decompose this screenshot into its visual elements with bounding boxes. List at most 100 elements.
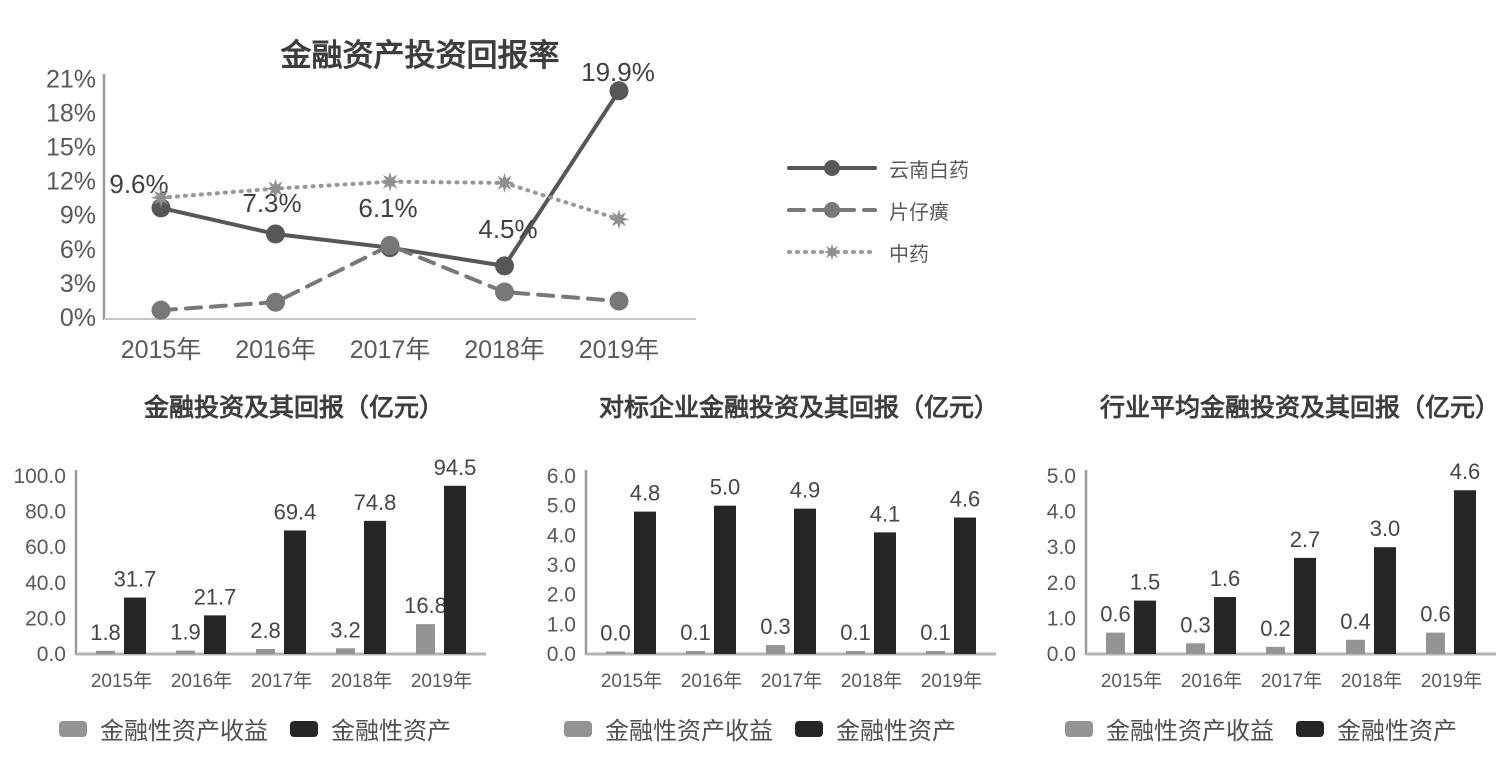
legend-item-金融性资产收益: 金融性资产收益 [59, 711, 268, 746]
bar-chart-industry-average-plot: 0.0 1.0 2.0 3.0 4.0 5.0 0.6 0.3 0.2 0.4 0.6 1.5 1.6 2… [1047, 459, 1496, 692]
bar-value-label: 0.6 [1420, 602, 1451, 627]
bar-chart-benchmark-plot: 0.0 1.0 2.0 3.0 4.0 5.0 6.0 0.0 0.1 0.3 0.1 0.1 4.8 5… [547, 465, 996, 692]
bar-asset-2019年 [444, 485, 466, 654]
bar-return-2018年 [336, 648, 355, 654]
bar-asset-2017年 [284, 530, 306, 654]
bar-y-tick: 80.0 [25, 501, 66, 524]
line-chart-plot: 0% 3% 6% 9% 12% 15% 18% 21% 2015年 2016年 2017年 2018年… [46, 57, 696, 364]
bar-y-tick: 1.0 [547, 613, 576, 636]
bar-chart-company-title: 金融投资及其回报（亿元） [143, 394, 444, 422]
bar-return-2017年 [256, 649, 275, 654]
legend-label: 金融性资产收益 [100, 718, 268, 745]
bar-y-tick: 1.0 [1047, 607, 1076, 630]
legend-marker [824, 160, 840, 176]
legend-item-金融性资产: 金融性资产 [1296, 711, 1457, 746]
bar-chart-benchmark: 对标企业金融投资及其回报（亿元） 0.0 1.0 2.0 3.0 4.0 5.0 6.0 0.… [510, 385, 1010, 763]
bar-return-2018年 [1346, 639, 1365, 654]
bar-chart-company: 金融投资及其回报（亿元） 0.0 20.0 40.0 60.0 80.0 100.0 1.8… [0, 385, 510, 763]
bar-return-2015年 [606, 651, 625, 654]
bar-chart-industry-average-legend: 金融性资产收益 金融性资产 [1010, 711, 1512, 746]
line-series-0-marker [266, 224, 285, 244]
bar-x-tick: 2016年 [171, 670, 232, 692]
line-series-2-marker [380, 171, 400, 192]
bar-x-tick: 2017年 [1261, 670, 1322, 692]
bar-chart-benchmark-legend: 金融性资产收益 金融性资产 [510, 711, 1010, 746]
line-chart-title: 金融资产投资回报率 [280, 37, 560, 73]
bar-return-2019年 [416, 624, 435, 654]
bar-y-tick: 0.0 [37, 643, 66, 666]
bar-x-tick: 2018年 [331, 670, 392, 692]
bar-y-tick: 60.0 [25, 536, 66, 559]
legend-marker [823, 243, 841, 261]
bar-chart-company-plot: 0.0 20.0 40.0 60.0 80.0 100.0 1.8 1.9 2.8 3.2 16.8… [13, 455, 486, 692]
line-series-1-marker [266, 292, 285, 312]
legend-marker [824, 202, 840, 218]
bar-value-label: 16.8 [404, 593, 447, 618]
line-y-tick: 21% [46, 65, 96, 93]
legend-line-sample [787, 160, 877, 176]
line-series-0-marker [495, 256, 514, 276]
bar-y-tick: 3.0 [1047, 536, 1076, 559]
legend-item-云南白药: 云南白药 [787, 147, 969, 189]
bar-value-label: 0.4 [1340, 609, 1371, 634]
legend-item-金融性资产: 金融性资产 [290, 711, 451, 746]
legend-label: 金融性资产 [331, 718, 451, 745]
bar-y-tick: 2.0 [1047, 572, 1076, 595]
line-series-2-marker [494, 172, 515, 193]
bar-value-label: 3.0 [1370, 516, 1401, 541]
legend-label: 中药 [889, 243, 929, 266]
legend-swatch [290, 720, 318, 737]
bar-value-label: 2.8 [250, 618, 281, 643]
line-chart-legend: 云南白药片仔癀中药 [787, 147, 969, 273]
bar-x-tick: 2015年 [601, 670, 662, 692]
bar-return-2017年 [1266, 646, 1285, 654]
line-x-tick: 2019年 [579, 336, 660, 364]
legend-item-片仔癀: 片仔癀 [787, 189, 969, 231]
line-data-label: 6.1% [358, 193, 417, 223]
legend-item-金融性资产: 金融性资产 [795, 711, 956, 746]
bar-x-tick: 2019年 [1421, 670, 1482, 692]
bar-asset-2018年 [1374, 547, 1396, 654]
bar-value-label: 69.4 [274, 499, 317, 524]
bar-asset-2019年 [1454, 490, 1476, 654]
bar-asset-2016年 [204, 615, 226, 654]
bar-x-tick: 2015年 [1101, 670, 1162, 692]
line-x-tick: 2018年 [464, 336, 545, 364]
legend-line-sample [787, 202, 877, 218]
line-y-tick: 3% [60, 270, 96, 298]
bar-value-label: 0.0 [600, 621, 631, 646]
legend-label: 金融性资产 [1337, 718, 1457, 745]
bar-y-tick: 40.0 [25, 572, 66, 595]
legend-label: 云南白药 [889, 159, 969, 182]
bar-return-2016年 [1186, 643, 1205, 654]
bar-value-label: 0.2 [1260, 616, 1291, 641]
bar-y-tick: 5.0 [1047, 465, 1076, 488]
bar-asset-2015年 [1134, 600, 1156, 654]
bar-y-tick: 5.0 [547, 495, 576, 518]
line-series-1-marker [609, 291, 629, 311]
line-y-tick: 9% [60, 202, 96, 230]
bar-x-tick: 2015年 [91, 670, 152, 692]
bar-y-tick: 4.0 [1047, 501, 1076, 524]
bar-asset-2018年 [874, 532, 896, 654]
legend-label: 金融性资产收益 [605, 718, 773, 745]
bar-value-label: 2.7 [1290, 527, 1321, 552]
bar-value-label: 21.7 [194, 584, 237, 609]
line-series-1-marker [495, 282, 514, 302]
bar-x-tick: 2019年 [411, 670, 472, 692]
bar-asset-2015年 [124, 597, 146, 654]
line-series-2-marker [609, 209, 629, 230]
bar-value-label: 1.8 [90, 620, 121, 645]
bar-return-2017年 [766, 645, 785, 654]
bar-return-2016年 [176, 650, 195, 654]
bar-return-2019年 [926, 651, 945, 654]
bar-value-label: 0.3 [760, 614, 791, 639]
bar-value-label: 0.1 [920, 620, 951, 645]
bar-x-tick: 2019年 [921, 670, 982, 692]
line-x-tick: 2017年 [350, 336, 431, 364]
bar-y-tick: 2.0 [547, 584, 576, 607]
line-y-tick: 0% [60, 304, 96, 332]
bar-y-tick: 6.0 [547, 465, 576, 488]
legend-swatch [59, 720, 87, 737]
line-series-2-marker [265, 178, 286, 199]
